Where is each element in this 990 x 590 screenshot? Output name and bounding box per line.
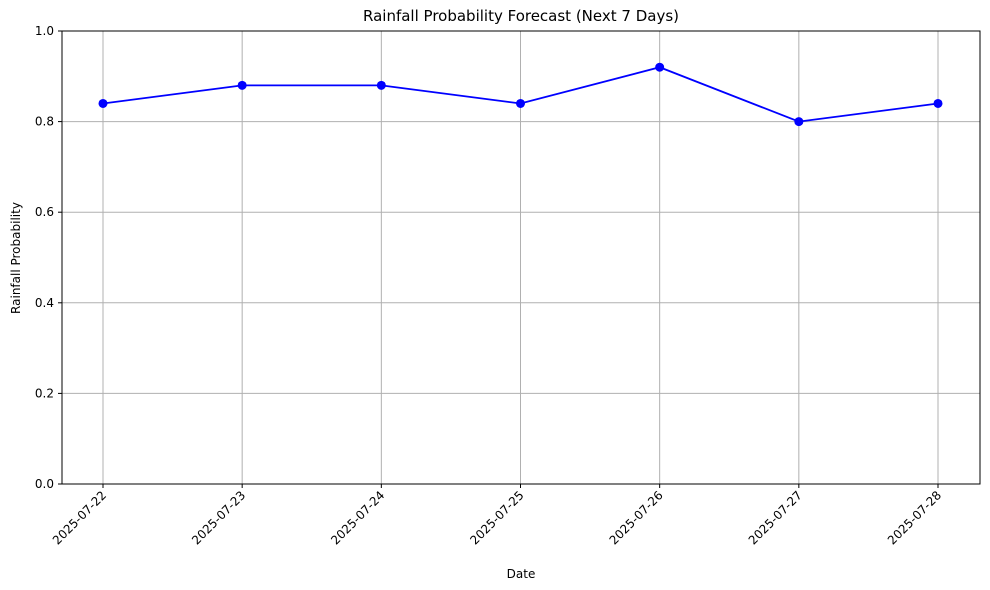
x-axis-ticks: 2025-07-22 2025-07-23 2025-07-24 2025-07-25… [50, 484, 944, 547]
series-group [98, 62, 943, 127]
y-axis-ticks: 0.0 0.2 0.4 0.6 0.8 1.0 [35, 24, 62, 491]
x-tick-label: 2025-07-22 [50, 488, 109, 547]
data-point [237, 80, 247, 90]
chart-title: Rainfall Probability Forecast (Next 7 Da… [363, 7, 679, 25]
y-axis-label: Rainfall Probability [9, 202, 23, 314]
x-tick-label: 2025-07-24 [328, 488, 387, 547]
x-tick-label: 2025-07-25 [467, 488, 526, 547]
y-tick-label: 0.2 [35, 386, 54, 400]
grid-lines [62, 30, 980, 485]
y-tick-label: 0.8 [35, 115, 54, 129]
x-tick-label: 2025-07-28 [885, 488, 944, 547]
data-point [376, 80, 386, 90]
x-axis-label: Date [507, 567, 536, 581]
x-tick-label: 2025-07-27 [746, 488, 805, 547]
data-point [655, 62, 665, 72]
data-point [794, 117, 804, 127]
x-tick-label: 2025-07-26 [607, 488, 666, 547]
x-tick-label: 2025-07-23 [189, 488, 248, 547]
y-tick-label: 1.0 [35, 24, 54, 38]
y-tick-label: 0.0 [35, 477, 54, 491]
data-point [98, 98, 108, 108]
data-point [933, 98, 943, 108]
y-tick-label: 0.4 [35, 296, 54, 310]
y-tick-label: 0.6 [35, 205, 54, 219]
data-point [516, 98, 525, 108]
